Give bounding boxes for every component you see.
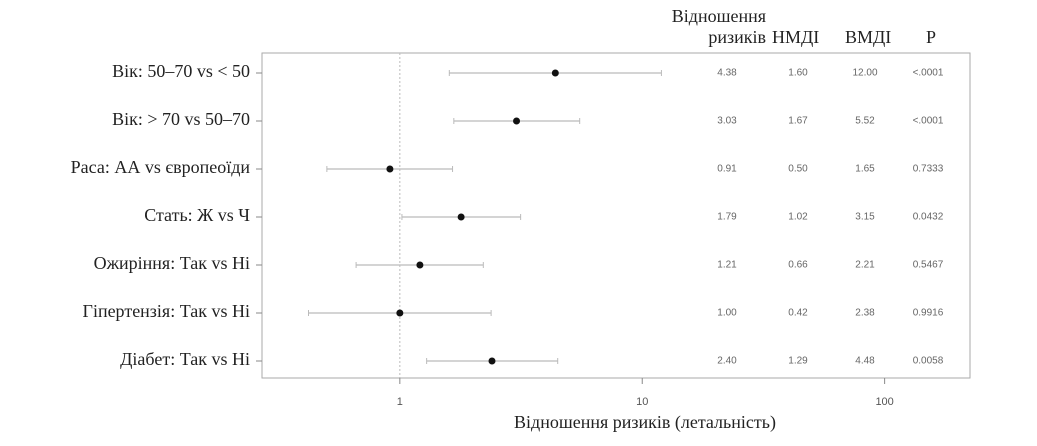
x-tick-label: 100: [875, 396, 893, 408]
table-cell: 2.21: [855, 260, 875, 271]
p-value: 0.0432: [913, 212, 944, 223]
p-value: <.0001: [913, 116, 944, 127]
row-label: Діабет: Так vs Ні: [120, 349, 250, 369]
column-header: НМДІ: [772, 27, 820, 47]
row-label: Ожиріння: Так vs Ні: [94, 253, 250, 273]
x-tick-label: 10: [636, 396, 648, 408]
row-label: Вік: 50–70 vs < 50: [112, 61, 250, 81]
table-cell: 1.21: [717, 260, 737, 271]
hazard-ratio-point: [386, 165, 394, 173]
table-cell: 12.00: [852, 68, 877, 79]
table-cell: 1.67: [788, 116, 808, 127]
p-value: <.0001: [913, 68, 944, 79]
hazard-ratio-point: [416, 261, 424, 269]
p-value: 0.9916: [913, 308, 944, 319]
table-cell: 2.40: [717, 356, 737, 367]
table-cell: 1.00: [717, 308, 737, 319]
table-cell: 4.48: [855, 356, 875, 367]
table-cell: 1.02: [788, 212, 808, 223]
column-header: ВМДІ: [845, 27, 892, 47]
p-value: 0.7333: [913, 164, 944, 175]
table-cell: 1.79: [717, 212, 737, 223]
table-cell: 0.66: [788, 260, 808, 271]
hazard-ratio-point: [396, 309, 404, 317]
row-label: Раса: АА vs європеоїди: [71, 157, 251, 177]
table-cell: 0.50: [788, 164, 808, 175]
table-cell: 3.15: [855, 212, 875, 223]
x-axis-title: Відношення ризиків (летальність): [514, 412, 776, 433]
row-label: Гіпертензія: Так vs Ні: [83, 301, 250, 321]
p-value: 0.5467: [913, 260, 944, 271]
table-cell: 4.38: [717, 68, 737, 79]
table-cell: 3.03: [717, 116, 737, 127]
hazard-ratio-point: [488, 357, 496, 365]
hazard-ratio-point: [551, 69, 559, 77]
row-label: Стать: Ж vs Ч: [144, 205, 250, 225]
table-cell: 1.29: [788, 356, 808, 367]
column-header: P: [926, 27, 937, 47]
p-value: 0.0058: [913, 356, 944, 367]
table-cell: 1.65: [855, 164, 875, 175]
hazard-ratio-point: [457, 213, 465, 221]
hazard-ratio-point: [513, 117, 521, 125]
row-label: Вік: > 70 vs 50–70: [112, 109, 250, 129]
plot-frame: [261, 52, 971, 379]
table-cell: 2.38: [855, 308, 875, 319]
table-cell: 1.60: [788, 68, 808, 79]
x-tick-label: 1: [397, 396, 403, 408]
table-cell: 0.91: [717, 164, 737, 175]
column-header: Відношення ризиків: [671, 6, 766, 47]
table-cell: 5.52: [855, 116, 875, 127]
table-cell: 0.42: [788, 308, 808, 319]
